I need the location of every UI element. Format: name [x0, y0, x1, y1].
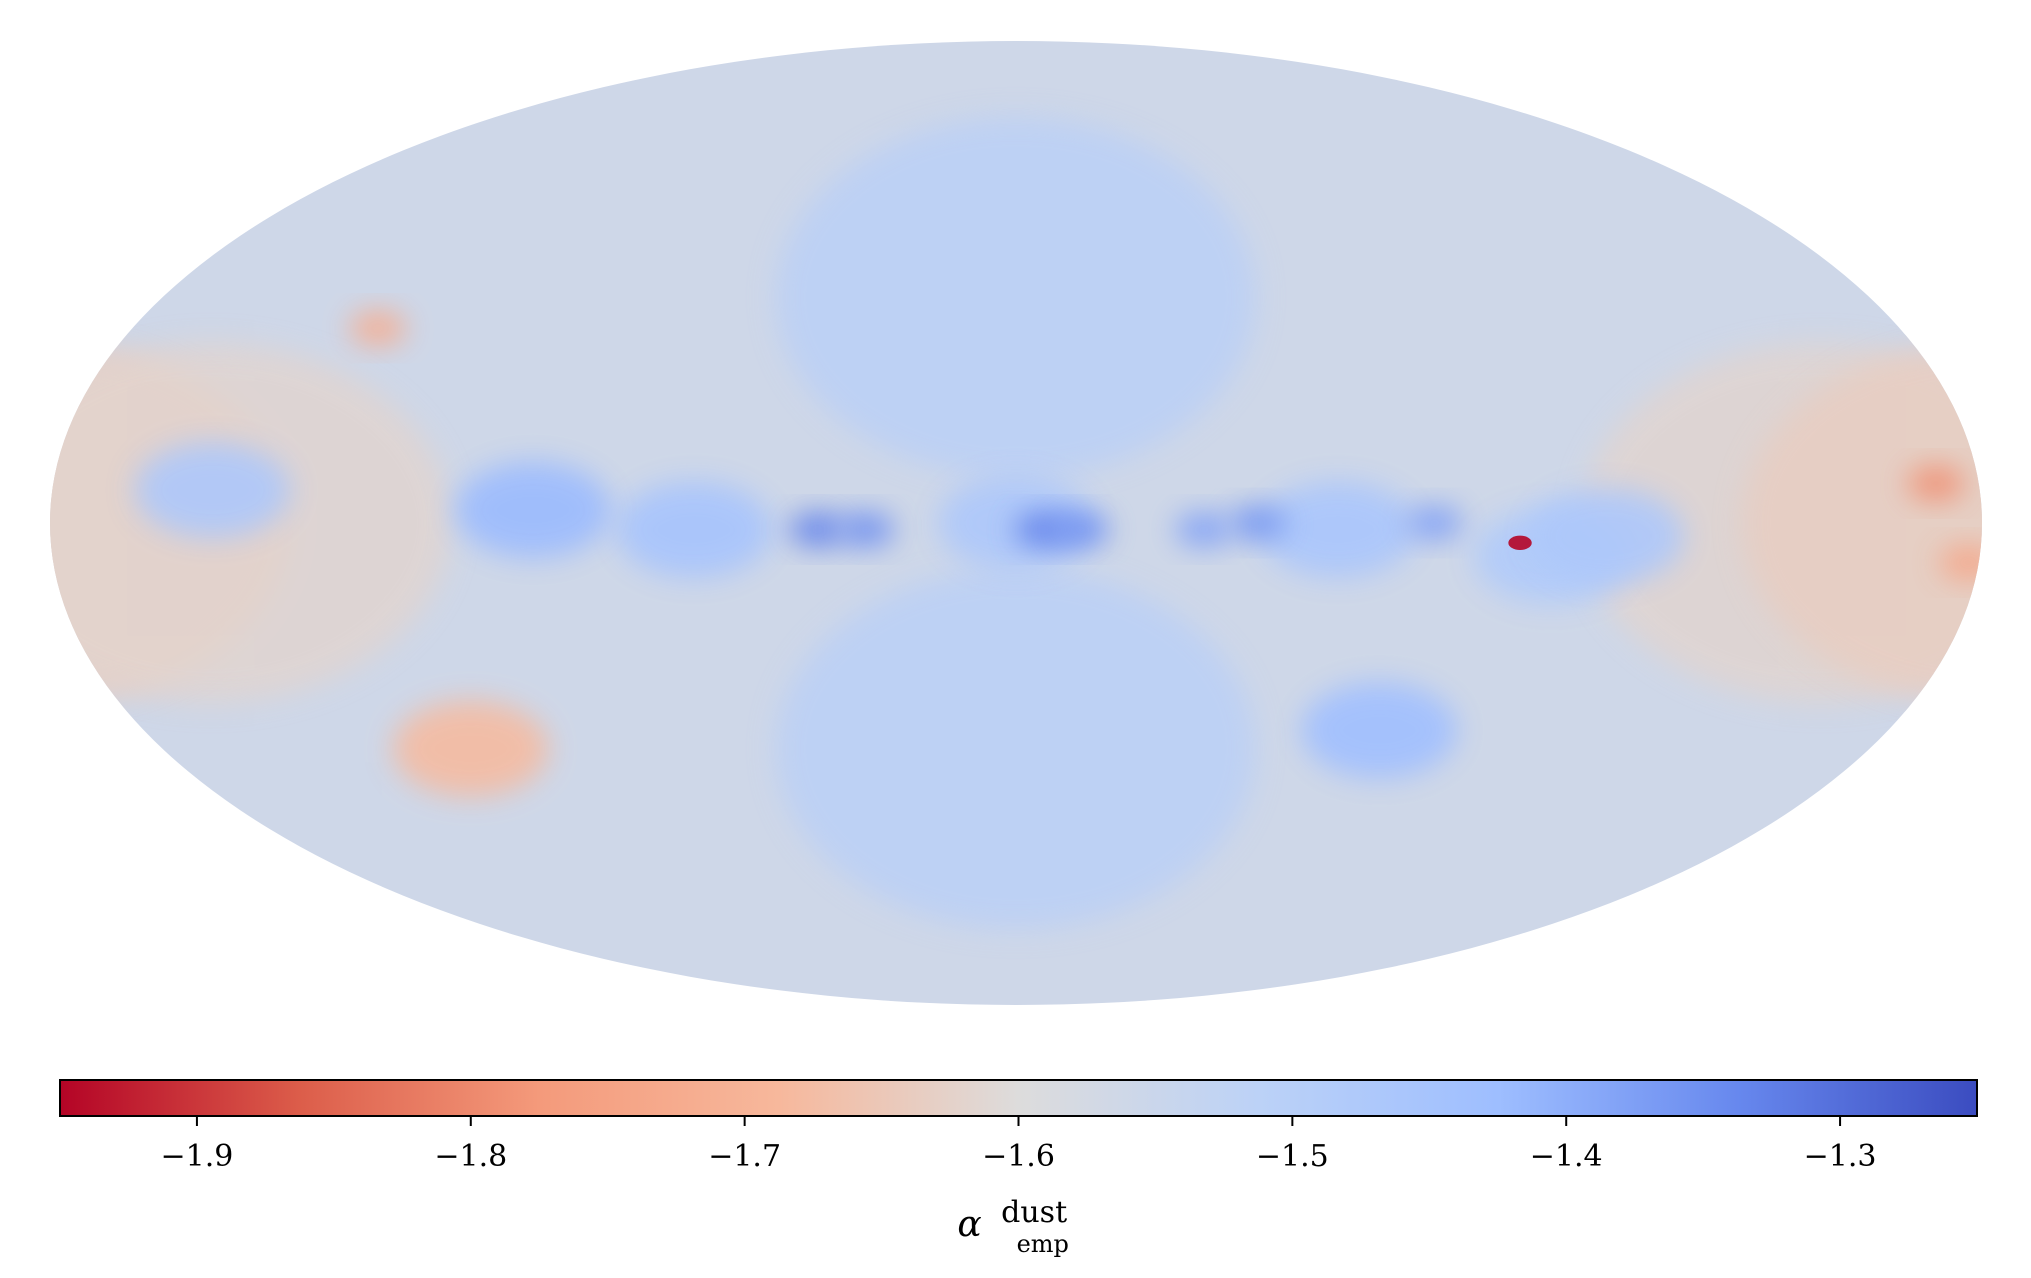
map-feature — [788, 512, 847, 548]
map-feature — [1939, 545, 1982, 581]
map-feature — [1528, 488, 1685, 585]
colorbar: −1.9 −1.8 −1.7 −1.6 −1.5 −1.4 −1.3 α dust emp — [59, 1079, 1978, 1258]
colorbar-tick-label: −1.5 — [1256, 1139, 1329, 1174]
map-features — [50, 117, 1982, 929]
map-feature — [1175, 512, 1233, 548]
colorbar-tick-label: −1.8 — [434, 1139, 507, 1174]
map-feature — [938, 475, 1094, 571]
map-feature — [776, 568, 1256, 929]
map-feature — [837, 512, 895, 548]
map-feature — [616, 481, 773, 578]
mollweide-map — [50, 41, 1982, 1005]
colorbar-label-subscript: emp — [1017, 1230, 1069, 1258]
map-feature — [1508, 535, 1532, 551]
map-feature — [134, 441, 291, 538]
colorbar-tick-label: −1.9 — [160, 1139, 233, 1174]
map-feature — [1301, 682, 1458, 779]
colorbar-tick-label: −1.7 — [708, 1139, 781, 1174]
colorbar-tick-label: −1.6 — [982, 1139, 1055, 1174]
colorbar-rect — [59, 1079, 1978, 1117]
colorbar-tick-label: −1.4 — [1530, 1139, 1603, 1174]
map-feature — [349, 310, 407, 346]
map-feature — [1406, 505, 1464, 541]
map-feature — [1259, 481, 1416, 578]
map-feature — [776, 117, 1256, 478]
map-feature — [1907, 465, 1965, 501]
map-feature — [1742, 343, 1982, 703]
colorbar-tick-label: −1.3 — [1804, 1139, 1877, 1174]
colorbar-label-superscript: dust — [1001, 1195, 1067, 1230]
map-feature — [455, 461, 612, 558]
colorbar-label: α dust emp — [957, 1190, 1078, 1258]
colorbar-label-symbol: α — [957, 1204, 981, 1245]
map-feature — [1051, 512, 1109, 548]
map-feature — [1228, 505, 1287, 541]
map-feature — [392, 700, 549, 797]
colorbar-ticks: −1.9 −1.8 −1.7 −1.6 −1.5 −1.4 −1.3 — [160, 1116, 1877, 1174]
